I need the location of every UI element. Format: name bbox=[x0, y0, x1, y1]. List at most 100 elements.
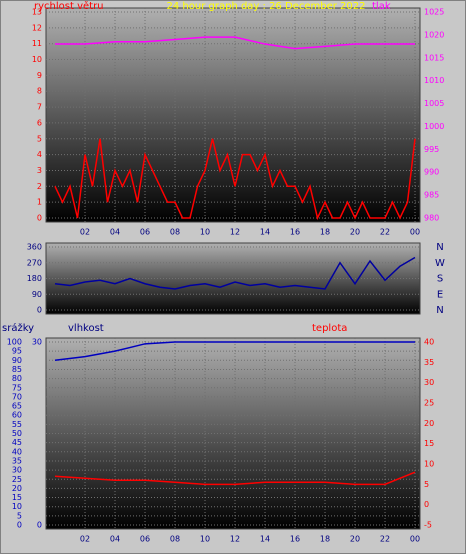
x-tick-label: 16 bbox=[290, 228, 300, 237]
y-tick-label: 95 bbox=[12, 347, 22, 356]
y-tick-label: 6 bbox=[37, 118, 42, 127]
y2-tick-label: 15 bbox=[424, 439, 434, 448]
x-tick-label: 02 bbox=[80, 535, 90, 544]
x-tick-label: 18 bbox=[320, 228, 330, 237]
y-tick-label: 180 bbox=[27, 274, 42, 283]
y-tick-label: 80 bbox=[12, 374, 22, 383]
plot-area bbox=[45, 7, 421, 223]
y-tick-label: 100 bbox=[7, 338, 22, 347]
x-tick-label: 00 bbox=[410, 228, 420, 237]
y-tick-label: 360 bbox=[27, 243, 42, 252]
y2-tick-label: 30 bbox=[424, 378, 434, 387]
y-tick-label: 12 bbox=[32, 23, 42, 32]
y-tick-label: 60 bbox=[12, 411, 22, 420]
y-tick-label: 90 bbox=[32, 290, 42, 299]
axis-label: srážky bbox=[2, 322, 34, 334]
series-line bbox=[54, 341, 415, 362]
y-tick-label: 75 bbox=[12, 383, 22, 392]
x-tick-label: 08 bbox=[170, 535, 180, 544]
x-tick-label: 20 bbox=[350, 535, 360, 544]
series-line bbox=[54, 256, 416, 290]
y2-tick-label: 0 bbox=[424, 500, 429, 509]
chart-title: 24 hour graph day : 26 December 2022 bbox=[167, 1, 366, 12]
y-tick-label: 9 bbox=[37, 71, 42, 80]
x-tick-label: 00 bbox=[410, 535, 420, 544]
y-tick-label: 10 bbox=[12, 502, 22, 511]
x-tick-label: 14 bbox=[260, 535, 270, 544]
x-tick-label: 08 bbox=[170, 228, 180, 237]
y-tick-label: 2 bbox=[37, 182, 42, 191]
y2-tick-label: E bbox=[437, 289, 443, 300]
y-tick-label: 85 bbox=[12, 365, 22, 374]
axis-label: tlak bbox=[372, 1, 391, 12]
y-tick-label: 45 bbox=[12, 438, 22, 447]
x-tick-label: 14 bbox=[260, 228, 270, 237]
x-tick-label: 12 bbox=[230, 535, 240, 544]
y2-tick-label: 995 bbox=[424, 145, 439, 154]
y2-tick-label: 990 bbox=[424, 168, 439, 177]
y2-tick-label: 1010 bbox=[424, 76, 444, 85]
x-tick-label: 06 bbox=[140, 535, 150, 544]
y-tick-label: 65 bbox=[12, 402, 22, 411]
y-tick-label: 70 bbox=[12, 392, 22, 401]
y2-tick-label: 5 bbox=[424, 480, 429, 489]
x-tick-label: 04 bbox=[110, 228, 120, 237]
y2-tick-label: 1020 bbox=[424, 30, 444, 39]
y-tick-label: 25 bbox=[12, 475, 22, 484]
axis-label: teplota bbox=[312, 323, 347, 334]
y2-tick-label: S bbox=[437, 274, 443, 285]
y-tick-label: 20 bbox=[12, 484, 22, 493]
y2-tick-label: 35 bbox=[424, 358, 434, 367]
y-tick-label: 13 bbox=[32, 8, 42, 17]
series-line bbox=[55, 36, 415, 50]
y-tick-label: 35 bbox=[12, 456, 22, 465]
y-tick-label: 270 bbox=[27, 258, 42, 267]
x-tick-label: 06 bbox=[140, 228, 150, 237]
y-tick-label: 40 bbox=[12, 447, 22, 456]
y2-tick-label: 985 bbox=[424, 191, 439, 200]
x-tick-label: 22 bbox=[380, 535, 390, 544]
y2-tick-label: -5 bbox=[424, 521, 432, 530]
y2-tick-label: 1025 bbox=[424, 8, 444, 17]
series-line bbox=[54, 471, 416, 486]
y2-tick-label: 25 bbox=[424, 399, 434, 408]
y2-tick-label: 980 bbox=[424, 214, 439, 223]
x-tick-label: 10 bbox=[200, 228, 210, 237]
axis-label: vlhkost bbox=[68, 323, 104, 334]
y-tick-label: 0 bbox=[17, 521, 22, 530]
y-tick-label: 8 bbox=[37, 87, 42, 96]
y2-tick-label: 20 bbox=[424, 419, 434, 428]
y2-tick-label: N bbox=[436, 305, 443, 316]
y-tick-label: 7 bbox=[37, 103, 42, 112]
x-tick-label: 22 bbox=[380, 228, 390, 237]
x-tick-label: 04 bbox=[110, 535, 120, 544]
y-tick-label: 90 bbox=[12, 356, 22, 365]
y2-tick-label: W bbox=[435, 258, 445, 269]
y2-tick-label: N bbox=[436, 242, 443, 253]
y-tick-label: 55 bbox=[12, 420, 22, 429]
y2-tick-label: 1015 bbox=[424, 53, 444, 62]
series-line bbox=[54, 138, 416, 221]
y-tick-label: 30 bbox=[12, 466, 22, 475]
y-inner-tick-label: 30 bbox=[32, 338, 42, 347]
y-tick-label: 50 bbox=[12, 429, 22, 438]
x-tick-label: 10 bbox=[200, 535, 210, 544]
y-tick-label: 3 bbox=[37, 166, 42, 175]
y2-tick-label: 40 bbox=[424, 338, 434, 347]
x-tick-label: 12 bbox=[230, 228, 240, 237]
x-tick-label: 02 bbox=[80, 228, 90, 237]
y-tick-label: 15 bbox=[12, 493, 22, 502]
x-tick-label: 20 bbox=[350, 228, 360, 237]
y-tick-label: 11 bbox=[32, 39, 42, 48]
y-inner-tick-label: 0 bbox=[37, 521, 42, 530]
x-tick-label: 18 bbox=[320, 535, 330, 544]
x-tick-label: 16 bbox=[290, 535, 300, 544]
y2-tick-label: 10 bbox=[424, 460, 434, 469]
y-tick-label: 0 bbox=[37, 214, 42, 223]
y-tick-label: 10 bbox=[32, 55, 42, 64]
y-tick-label: 1 bbox=[37, 198, 42, 207]
y2-tick-label: 1000 bbox=[424, 122, 444, 131]
y2-tick-label: 1005 bbox=[424, 99, 444, 108]
y-tick-label: 5 bbox=[37, 134, 42, 143]
